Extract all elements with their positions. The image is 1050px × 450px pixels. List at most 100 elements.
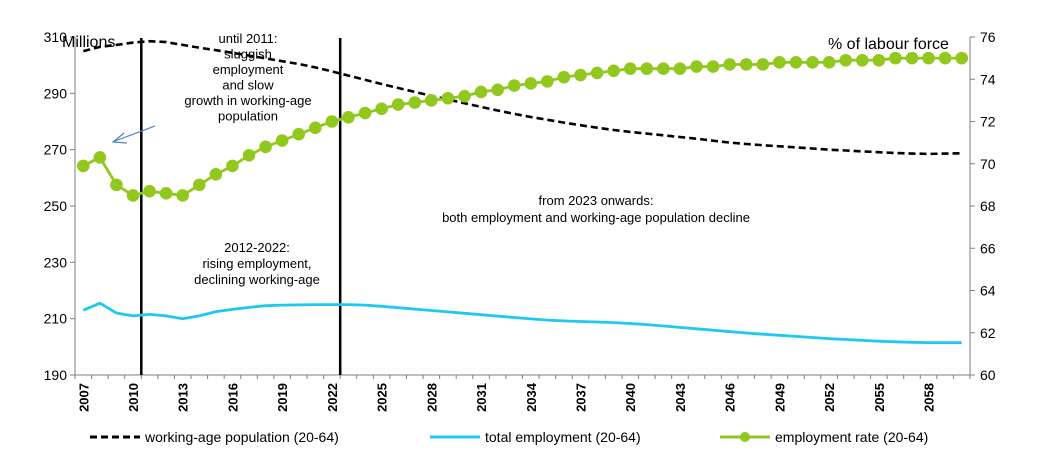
x-tick-label: 2022 [325,383,340,412]
employment-rate-point [325,115,339,128]
x-tick-label: 2025 [375,383,390,412]
left-tick-label: 310 [44,29,68,45]
employment-rate-point [905,51,919,65]
employment-rate-point [474,85,488,99]
right-tick-label: 74 [980,71,996,87]
employment-rate-point [739,58,753,71]
x-axis-ticks: 2007 2010 2013 2016 2019 2022 2025 2028 2031 2034… [74,375,971,412]
right-tick-label: 68 [980,198,996,214]
legend-label: total employment (20-64) [485,429,641,445]
employment-rate-point [491,83,504,97]
employment-rate-point [955,51,969,65]
plot-area [74,37,971,376]
employment-rate-point [126,189,140,202]
employment-rate-point [176,189,190,202]
employment-rate-point [773,56,786,69]
x-tick-label: 2007 [76,383,91,412]
right-tick-label: 72 [980,114,996,130]
right-axis-ticks: 60 62 64 66 68 70 72 74 76 [970,29,996,383]
employment-rate-point [358,106,372,120]
annotation-line: and slow [222,78,274,93]
employment-rate-point [193,178,206,192]
employment-rate-point [342,110,355,124]
left-axis-label: Millions [62,34,115,51]
employment-rate-point [292,127,306,141]
employment-rate-point [242,149,256,162]
legend-label: employment rate (20-64) [775,429,928,445]
employment-rate-point [756,58,770,71]
employment-rate-point [889,51,902,65]
annotation-from-2023: from 2023 onwards: both employment and wo… [442,193,750,225]
x-tick-label: 2016 [225,383,240,412]
employment-rate-point [574,68,587,82]
employment-rate-point [441,91,455,105]
annotation-line: from 2023 onwards: [539,193,654,208]
right-tick-label: 70 [980,156,996,172]
left-tick-label: 210 [44,311,68,327]
employment-rate-point [259,140,272,154]
employment-rate-point [673,62,687,75]
employment-rate-point [839,53,852,67]
left-axis-ticks: 190 210 230 250 270 290 310 [44,29,75,383]
employment-rate-point [806,56,819,69]
annotation-line: both employment and working-age populati… [442,210,750,225]
employment-rate-point [507,79,521,92]
employment-rate-point [309,121,322,135]
employment-rate-point [938,51,952,65]
series-line-1 [82,39,962,156]
annotation-line: 2012-2022: [224,240,290,255]
employment-rate-point [76,159,90,173]
employment-rate-point [557,70,571,84]
right-tick-label: 60 [980,367,996,383]
employment-rate-point [110,178,123,192]
employment-rate-point [640,62,654,75]
x-tick-label: 2058 [922,383,937,412]
employment-rate-point [143,184,156,198]
arrow-head [111,132,128,144]
right-tick-label: 66 [980,240,996,256]
x-tick-label: 2052 [822,383,837,412]
period-dividers [140,38,342,375]
annotation-line: sluggish [224,47,272,62]
employment-rate-point [623,62,637,75]
employment-rate-point [408,96,422,109]
employment-rate-point [706,60,720,73]
employment-rate-point [657,62,670,75]
employment-rate-point [391,98,405,111]
employment-rate-point [822,56,836,69]
annotation-line: until 2011: [218,31,277,46]
legend-marker [740,432,750,442]
annotation-line: declining working-age [194,272,320,287]
right-tick-label: 62 [980,325,996,341]
employment-rate-point [275,134,289,147]
employment-rate-point [922,51,935,65]
x-tick-label: 2055 [872,383,887,412]
annotation-line: growth in working-age [184,93,311,108]
employment-rate-point [159,187,173,200]
right-tick-label: 64 [980,283,996,299]
x-tick-label: 2037 [574,383,589,412]
x-tick-label: 2019 [275,383,290,412]
x-tick-label: 2049 [772,383,787,412]
x-tick-label: 2046 [723,383,738,412]
left-tick-label: 250 [44,198,68,214]
employment-rate-point [723,58,736,71]
x-tick-label: 2034 [524,382,539,412]
x-tick-label: 2013 [176,383,191,412]
annotation-line: employment [213,62,284,77]
annotation-line: rising employment, [202,256,311,271]
right-axis-label: % of labour force [828,36,949,53]
x-tick-label: 2040 [623,383,638,412]
employment-rate-point [872,53,886,67]
x-tick-label: 2028 [424,383,439,412]
x-tick-label: 2010 [126,383,141,412]
annotation-2012-2022: 2012-2022:rising employment,declining wo… [194,240,320,287]
employment-rate-point [789,56,803,69]
employment-rate-point [93,151,107,164]
legend: working-age population (20-64) total empl… [90,429,928,445]
x-tick-label: 2031 [474,383,489,412]
employment-rate-point [226,159,239,173]
employment-rate-point [458,89,471,103]
